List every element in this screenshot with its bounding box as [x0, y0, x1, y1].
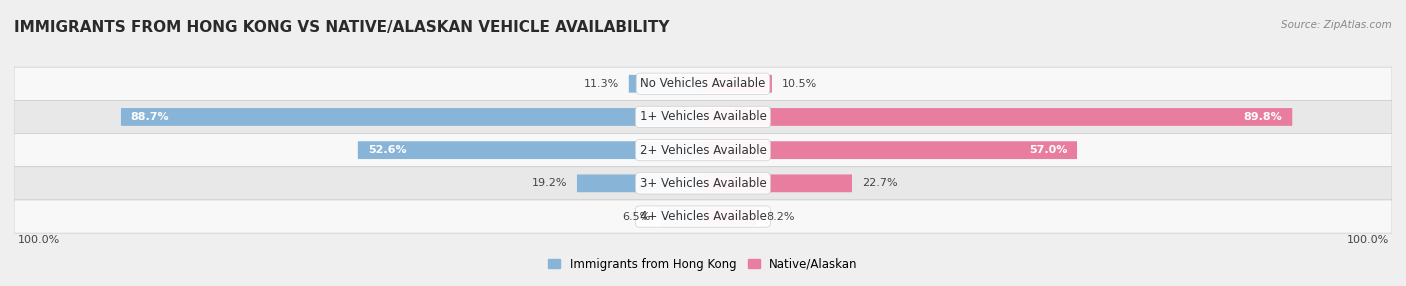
FancyBboxPatch shape [576, 174, 703, 192]
Text: 3+ Vehicles Available: 3+ Vehicles Available [640, 177, 766, 190]
FancyBboxPatch shape [703, 75, 772, 93]
FancyBboxPatch shape [661, 208, 703, 225]
Text: 11.3%: 11.3% [583, 79, 619, 89]
FancyBboxPatch shape [14, 167, 1392, 200]
FancyBboxPatch shape [14, 134, 1392, 167]
Text: 4+ Vehicles Available: 4+ Vehicles Available [640, 210, 766, 223]
Text: 100.0%: 100.0% [17, 235, 59, 245]
FancyBboxPatch shape [703, 108, 1292, 126]
Text: 2+ Vehicles Available: 2+ Vehicles Available [640, 144, 766, 157]
FancyBboxPatch shape [14, 67, 1392, 100]
FancyBboxPatch shape [121, 108, 703, 126]
FancyBboxPatch shape [14, 100, 1392, 134]
Text: 100.0%: 100.0% [1347, 235, 1389, 245]
Text: 8.2%: 8.2% [766, 212, 796, 222]
Text: 57.0%: 57.0% [1029, 145, 1067, 155]
Text: 88.7%: 88.7% [131, 112, 170, 122]
Text: IMMIGRANTS FROM HONG KONG VS NATIVE/ALASKAN VEHICLE AVAILABILITY: IMMIGRANTS FROM HONG KONG VS NATIVE/ALAS… [14, 20, 669, 35]
Text: Source: ZipAtlas.com: Source: ZipAtlas.com [1281, 20, 1392, 30]
Text: 19.2%: 19.2% [531, 178, 567, 188]
FancyBboxPatch shape [703, 208, 756, 225]
FancyBboxPatch shape [703, 174, 852, 192]
Text: 10.5%: 10.5% [782, 79, 817, 89]
Text: 89.8%: 89.8% [1244, 112, 1282, 122]
FancyBboxPatch shape [14, 200, 1392, 233]
Text: 22.7%: 22.7% [862, 178, 897, 188]
Text: No Vehicles Available: No Vehicles Available [640, 77, 766, 90]
Text: 6.5%: 6.5% [623, 212, 651, 222]
FancyBboxPatch shape [628, 75, 703, 93]
Text: 52.6%: 52.6% [368, 145, 406, 155]
Legend: Immigrants from Hong Kong, Native/Alaskan: Immigrants from Hong Kong, Native/Alaska… [548, 258, 858, 271]
FancyBboxPatch shape [357, 141, 703, 159]
Text: 1+ Vehicles Available: 1+ Vehicles Available [640, 110, 766, 124]
FancyBboxPatch shape [703, 141, 1077, 159]
